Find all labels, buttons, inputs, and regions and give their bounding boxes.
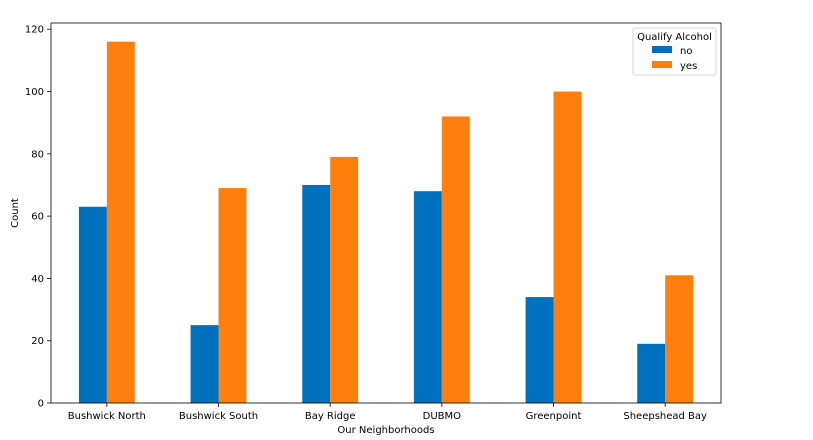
x-tick-label-2: Bay Ridge [305,411,356,422]
legend-label-no: no [680,46,692,57]
legend-title: Qualify Alcohol [637,32,712,43]
y-axis: 0 20 40 60 80 100 120 [25,25,51,410]
bar-no-1 [190,325,219,403]
x-tick-label-5: Sheepshead Bay [623,411,707,422]
x-axis-label: Our Neighborhoods [337,425,434,436]
x-axis: Bushwick North Bushwick South Bay Ridge DUB… [68,403,707,422]
bar-yes-5 [665,275,694,403]
bar-yes-0 [106,41,135,403]
x-tick-label-3: DUBMO [423,411,462,422]
x-tick-label-1: Bushwick South [179,411,258,422]
legend-swatch-yes [652,61,672,68]
bar-no-2 [302,184,331,403]
y-tick-label-5: 100 [25,87,44,98]
y-tick-label-2: 40 [31,274,44,285]
bar-yes-3 [441,116,470,403]
bar-no-3 [413,191,442,403]
bar-no-4 [525,297,554,403]
bars-group [78,41,694,404]
bar-no-5 [637,343,666,403]
y-tick-label-4: 80 [31,149,44,160]
y-tick-label-1: 20 [31,336,44,347]
x-tick-label-0: Bushwick North [68,411,146,422]
legend-swatch-no [652,46,672,53]
legend: Qualify Alcohol no yes [632,27,717,76]
y-axis-label: Count [10,198,21,228]
bar-yes-4 [553,91,582,404]
bar-yes-1 [218,188,247,403]
y-tick-label-3: 60 [31,212,44,223]
y-tick-label-0: 0 [38,399,44,410]
bar-yes-2 [330,156,359,403]
legend-items: no yes [652,46,697,72]
bar-no-0 [78,206,107,403]
plot-frame [50,22,722,404]
y-tick-label-6: 120 [25,25,44,36]
legend-label-yes: yes [680,61,697,72]
x-tick-label-4: Greenpoint [526,411,582,422]
